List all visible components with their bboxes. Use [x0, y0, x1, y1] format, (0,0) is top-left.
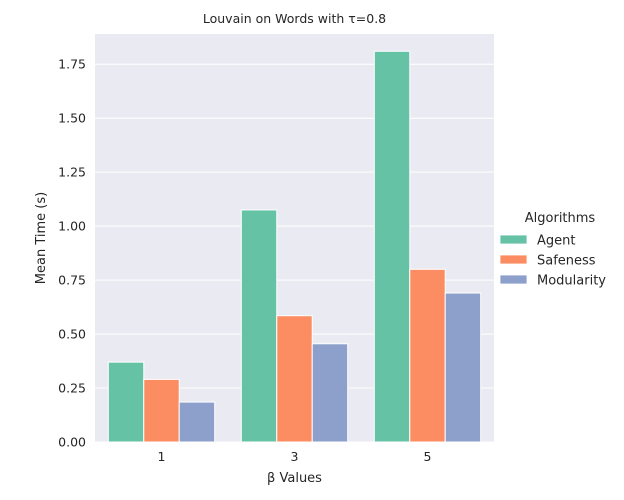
x-tick-label: 3 [291, 449, 299, 464]
y-tick-label: 0.50 [58, 327, 86, 342]
legend-title: Algorithms [525, 211, 596, 226]
bar-modularity-3 [311, 343, 349, 443]
legend-label-agent: Agent [537, 234, 575, 249]
y-tick-label: 1.00 [58, 219, 86, 234]
legend-label-safeness: Safeness [537, 254, 596, 269]
bar-safeness-5 [409, 268, 446, 443]
bar-agent-3 [240, 209, 278, 443]
legend-items: Agent Safeness Modularity [499, 234, 606, 289]
legend: Algorithms Agent Safeness Modularity [499, 211, 606, 289]
chart-title: Louvain on Words with τ=0.8 [203, 11, 386, 26]
y-tick-label: 0.00 [58, 435, 86, 450]
legend-swatch-modularity [499, 274, 528, 285]
bar-modularity-5 [444, 292, 482, 443]
y-axis-ticks: 0.00 0.25 0.50 0.75 1.00 1.25 1.50 1.75 [58, 57, 86, 450]
y-tick-label: 1.50 [58, 111, 86, 126]
y-tick-label: 0.75 [58, 273, 86, 288]
bar-safeness-1 [143, 378, 180, 443]
x-tick-label: 5 [424, 449, 432, 464]
y-axis-label: Mean Time (s) [34, 192, 49, 284]
bars [107, 50, 482, 443]
bar-agent-5 [373, 50, 411, 443]
y-tick-label: 0.25 [58, 381, 86, 396]
x-tick-label: 1 [158, 449, 166, 464]
bar-modularity-1 [178, 401, 216, 443]
y-tick-label: 1.25 [58, 165, 86, 180]
y-tick-label: 1.75 [58, 57, 86, 72]
legend-swatch-agent [499, 234, 528, 245]
bar-agent-1 [107, 361, 145, 443]
x-axis-label: β Values [267, 471, 322, 486]
x-axis-ticks: 1 3 5 [158, 449, 432, 464]
legend-swatch-safeness [499, 254, 528, 265]
legend-label-modularity: Modularity [537, 274, 606, 289]
bar-safeness-3 [276, 315, 313, 443]
